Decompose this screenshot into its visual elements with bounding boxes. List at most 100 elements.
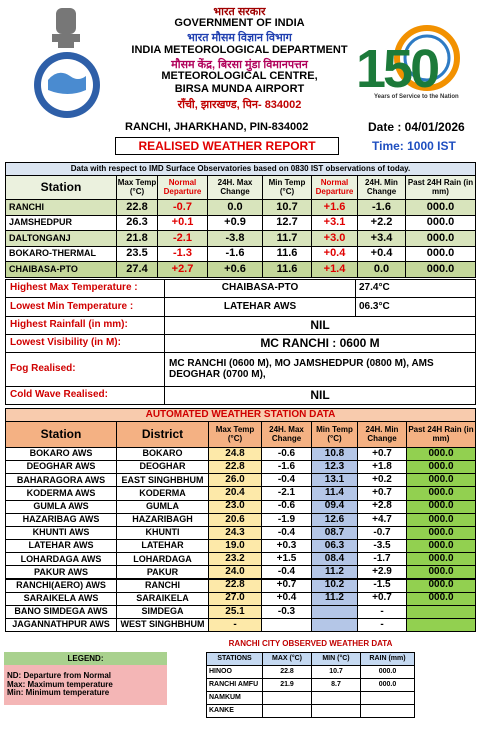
summary-extra: 27.4°C xyxy=(355,279,476,298)
cell: 21.8 xyxy=(116,230,158,247)
cell: 23.0 xyxy=(208,499,262,514)
cell: -3.5 xyxy=(357,539,407,554)
column-header: Max Temp (°C) xyxy=(116,175,158,200)
address: RANCHI, JHARKHAND, PIN-834002 xyxy=(125,121,309,133)
cell xyxy=(311,617,358,633)
cell: 06.3 xyxy=(311,539,358,554)
column-header: RAIN (mm) xyxy=(360,652,415,666)
cell: -2.1 xyxy=(157,230,208,247)
cell: +2.2 xyxy=(357,214,406,232)
imd-logo xyxy=(34,52,100,118)
summary-label: Cold Wave Realised: xyxy=(5,386,165,405)
cell xyxy=(262,704,312,718)
cell: 22.8 xyxy=(262,665,312,679)
cell: +0.7 xyxy=(261,578,312,593)
cell: -1.6 xyxy=(261,460,312,475)
cell: -2.1 xyxy=(261,486,312,501)
column-header: MAX (°C) xyxy=(262,652,312,666)
cell: 12.7 xyxy=(262,214,312,232)
cell: 10.8 xyxy=(311,447,358,462)
cell: 11.6 xyxy=(262,245,312,263)
cell xyxy=(262,691,312,705)
cell: JAGANNATHPUR AWS xyxy=(5,617,117,633)
cell: 10.7 xyxy=(262,199,312,216)
cell: 000.0 xyxy=(406,473,476,488)
column-header: 24H. Max Change xyxy=(261,421,312,448)
column-header: Normal Departure xyxy=(157,175,208,200)
cell: 0.0 xyxy=(207,199,263,216)
cell: 000.0 xyxy=(406,565,476,580)
cell: +0.4 xyxy=(311,245,358,263)
cell: +3.0 xyxy=(311,230,358,247)
city-title: RANCHI CITY OBSERVED WEATHER DATA xyxy=(228,639,393,649)
cell: LOHARDAGA xyxy=(116,552,209,567)
cell: 26.3 xyxy=(116,214,158,232)
cell: +0.4 xyxy=(261,591,312,606)
cell: 22.8 xyxy=(208,460,262,475)
cell: -1.6 xyxy=(207,245,263,263)
cell: 000.0 xyxy=(406,486,476,501)
cell: 20.4 xyxy=(208,486,262,501)
legend-item: Max: Maximum temperature xyxy=(7,679,113,689)
centre: METEOROLOGICAL CENTRE, xyxy=(161,70,318,82)
cell: BOKARO-THERMAL xyxy=(5,245,117,263)
summary-label: Lowest Min Temperature : xyxy=(5,297,165,317)
cell: 000.0 xyxy=(405,261,476,278)
cell xyxy=(311,604,358,619)
legend-item: ND: Departure from Normal xyxy=(7,671,112,681)
column-header: 24H. Min Change xyxy=(357,175,406,200)
column-header: Past 24H Rain (in mm) xyxy=(406,421,476,448)
cell: +1.5 xyxy=(261,552,312,567)
cell: 000.0 xyxy=(360,678,415,692)
cell: 08.7 xyxy=(311,525,358,541)
column-header: Min Temp (°C) xyxy=(262,175,312,200)
cell: +0.4 xyxy=(357,245,406,263)
cell: KODERMA xyxy=(116,486,209,501)
logo-number: 150 xyxy=(356,39,440,99)
column-header: MIN (°C) xyxy=(311,652,361,666)
cell: 27.0 xyxy=(208,591,262,606)
cell: -0.4 xyxy=(261,473,312,488)
legend-item: Min: Minimum temperature xyxy=(7,688,110,698)
cell: 08.4 xyxy=(311,552,358,567)
cell: +0.7 xyxy=(357,486,407,501)
cell: BOKARO AWS xyxy=(5,447,117,462)
cell: 24.3 xyxy=(208,525,262,541)
anniversary-logo xyxy=(394,25,460,91)
note: Data with respect to IMD Surface Observa… xyxy=(5,162,476,176)
cell: DEOGHAR AWS xyxy=(5,460,117,475)
cell: 11.2 xyxy=(311,565,358,580)
column-header: Min Temp (°C) xyxy=(311,421,358,448)
cell: 10.2 xyxy=(311,578,358,593)
cell: 000.0 xyxy=(406,539,476,554)
govt: GOVERNMENT OF INDIA xyxy=(174,17,305,29)
cell: KHUNTI xyxy=(116,525,209,541)
cell: GUMLA AWS xyxy=(5,499,117,514)
cell: 000.0 xyxy=(406,578,476,593)
cell: 000.0 xyxy=(406,460,476,475)
cell: SARAIKELA xyxy=(116,591,209,606)
cell: 20.6 xyxy=(208,512,262,527)
cell: -0.6 xyxy=(261,447,312,462)
cell: PAKUR AWS xyxy=(5,565,117,580)
cell: PAKUR xyxy=(116,565,209,580)
cell: 25.1 xyxy=(208,604,262,619)
cell: RANCHI(AERO) AWS xyxy=(5,578,117,593)
cell: -0.4 xyxy=(261,525,312,541)
cell: 12.3 xyxy=(311,460,358,475)
cell: +0.6 xyxy=(207,261,263,278)
cell xyxy=(261,617,312,633)
cell: 10.7 xyxy=(311,665,361,679)
cell: LATEHAR AWS xyxy=(5,539,117,554)
column-header: Max Temp (°C) xyxy=(208,421,262,448)
summary-value: LATEHAR AWS xyxy=(164,297,356,317)
cell: -0.6 xyxy=(261,499,312,514)
cell: 24.0 xyxy=(208,565,262,580)
cell: 22.8 xyxy=(116,199,158,216)
cell: HAZARIBAG AWS xyxy=(5,512,117,527)
cell: SIMDEGA xyxy=(116,604,209,619)
cell: 000.0 xyxy=(405,230,476,247)
cell: +2.8 xyxy=(357,499,407,514)
cell: -0.7 xyxy=(157,199,208,216)
